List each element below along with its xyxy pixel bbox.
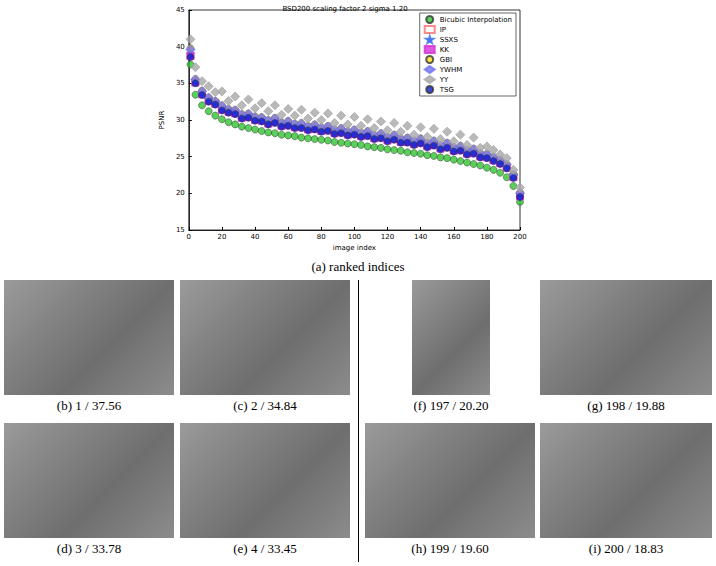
svg-text:200: 200 — [513, 233, 526, 241]
svg-text:160: 160 — [447, 233, 460, 241]
svg-text:IP: IP — [440, 26, 446, 34]
html-text:(h) 199 / 19.60: (h) 199 / 19.60 — [411, 541, 489, 556]
svg-text:180: 180 — [480, 233, 493, 241]
svg-text:SSXS: SSXS — [440, 36, 459, 44]
svg-text:80: 80 — [317, 233, 326, 241]
svg-text:BSD200 scaling factor 2 sigma: BSD200 scaling factor 2 sigma 1.20 — [282, 5, 407, 13]
svg-text:120: 120 — [381, 233, 394, 241]
svg-text:0: 0 — [187, 233, 191, 241]
html-text:(a) ranked indices: (a) ranked indices — [311, 259, 405, 274]
svg-text:60: 60 — [284, 233, 293, 241]
svg-text:100: 100 — [348, 233, 361, 241]
svg-text:40: 40 — [176, 43, 185, 51]
svg-text:30: 30 — [176, 116, 185, 124]
svg-text:40: 40 — [251, 233, 260, 241]
html-text:(i) 200 / 18.83: (i) 200 / 18.83 — [588, 541, 664, 556]
svg-text:45: 45 — [176, 6, 185, 14]
svg-text:25: 25 — [176, 153, 185, 161]
svg-text:Bicubic Interpolation: Bicubic Interpolation — [440, 16, 512, 24]
svg-text:35: 35 — [176, 79, 185, 87]
svg-text:YWHM: YWHM — [439, 66, 463, 74]
svg-text:PSNR: PSNR — [158, 110, 166, 129]
svg-text:140: 140 — [414, 233, 427, 241]
svg-text:image index: image index — [333, 244, 376, 252]
svg-text:YY: YY — [439, 76, 449, 84]
svg-text:TSG: TSG — [439, 86, 454, 94]
html-text:(d) 3 / 33.78: (d) 3 / 33.78 — [56, 541, 122, 556]
svg-text:KK: KK — [440, 46, 450, 54]
html-text:(c) 2 / 34.84: (c) 2 / 34.84 — [233, 398, 297, 413]
html-text:(e) 4 / 33.45: (e) 4 / 33.45 — [233, 541, 297, 556]
html-text:(b) 1 / 37.56: (b) 1 / 37.56 — [56, 398, 122, 413]
svg-text:GBI: GBI — [440, 56, 452, 64]
html-text:(f) 197 / 20.20: (f) 197 / 20.20 — [413, 398, 489, 413]
svg-text:20: 20 — [217, 233, 226, 241]
html-text:(g) 198 / 19.88: (g) 198 / 19.88 — [587, 398, 665, 413]
svg-text:20: 20 — [176, 189, 185, 197]
svg-text:15: 15 — [176, 226, 185, 234]
